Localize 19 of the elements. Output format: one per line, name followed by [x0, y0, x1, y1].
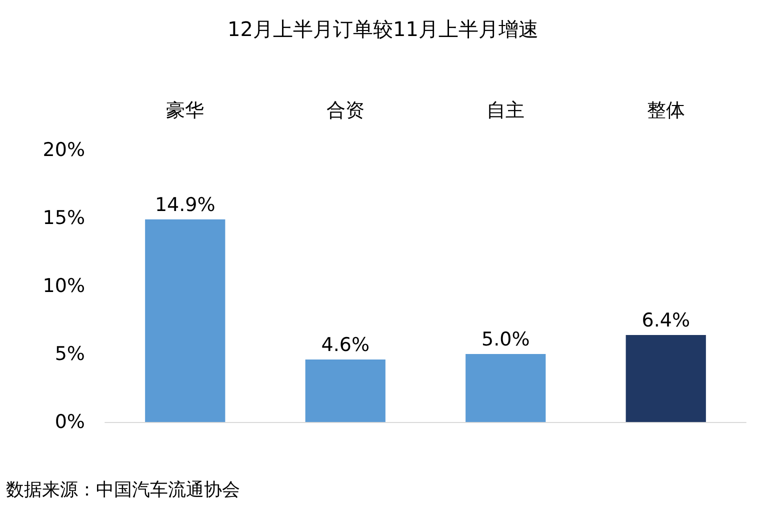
data-label: 14.9%	[154, 194, 216, 216]
data-label: 5.0%	[481, 328, 530, 350]
source-note: 数据来源：中国汽车流通协会	[6, 480, 240, 500]
y-tick-label: 10%	[42, 275, 85, 297]
bar	[305, 359, 386, 422]
y-tick-label: 20%	[42, 139, 85, 161]
x-tick-label: 合资	[326, 100, 364, 122]
data-label: 6.4%	[642, 309, 690, 332]
y-tick-label: 15%	[42, 207, 85, 229]
x-tick-label: 自主	[486, 100, 525, 122]
x-tick-label: 豪华	[166, 100, 204, 122]
y-tick-label: 5%	[54, 343, 85, 365]
y-tick-label: 0%	[54, 411, 85, 433]
bar	[145, 219, 226, 422]
data-label: 4.6%	[321, 334, 370, 356]
x-tick-label: 整体	[646, 100, 685, 122]
bar	[626, 334, 706, 422]
chart-title: 12月上半月订单较11月上半月增速	[228, 17, 538, 41]
bar	[466, 354, 546, 422]
